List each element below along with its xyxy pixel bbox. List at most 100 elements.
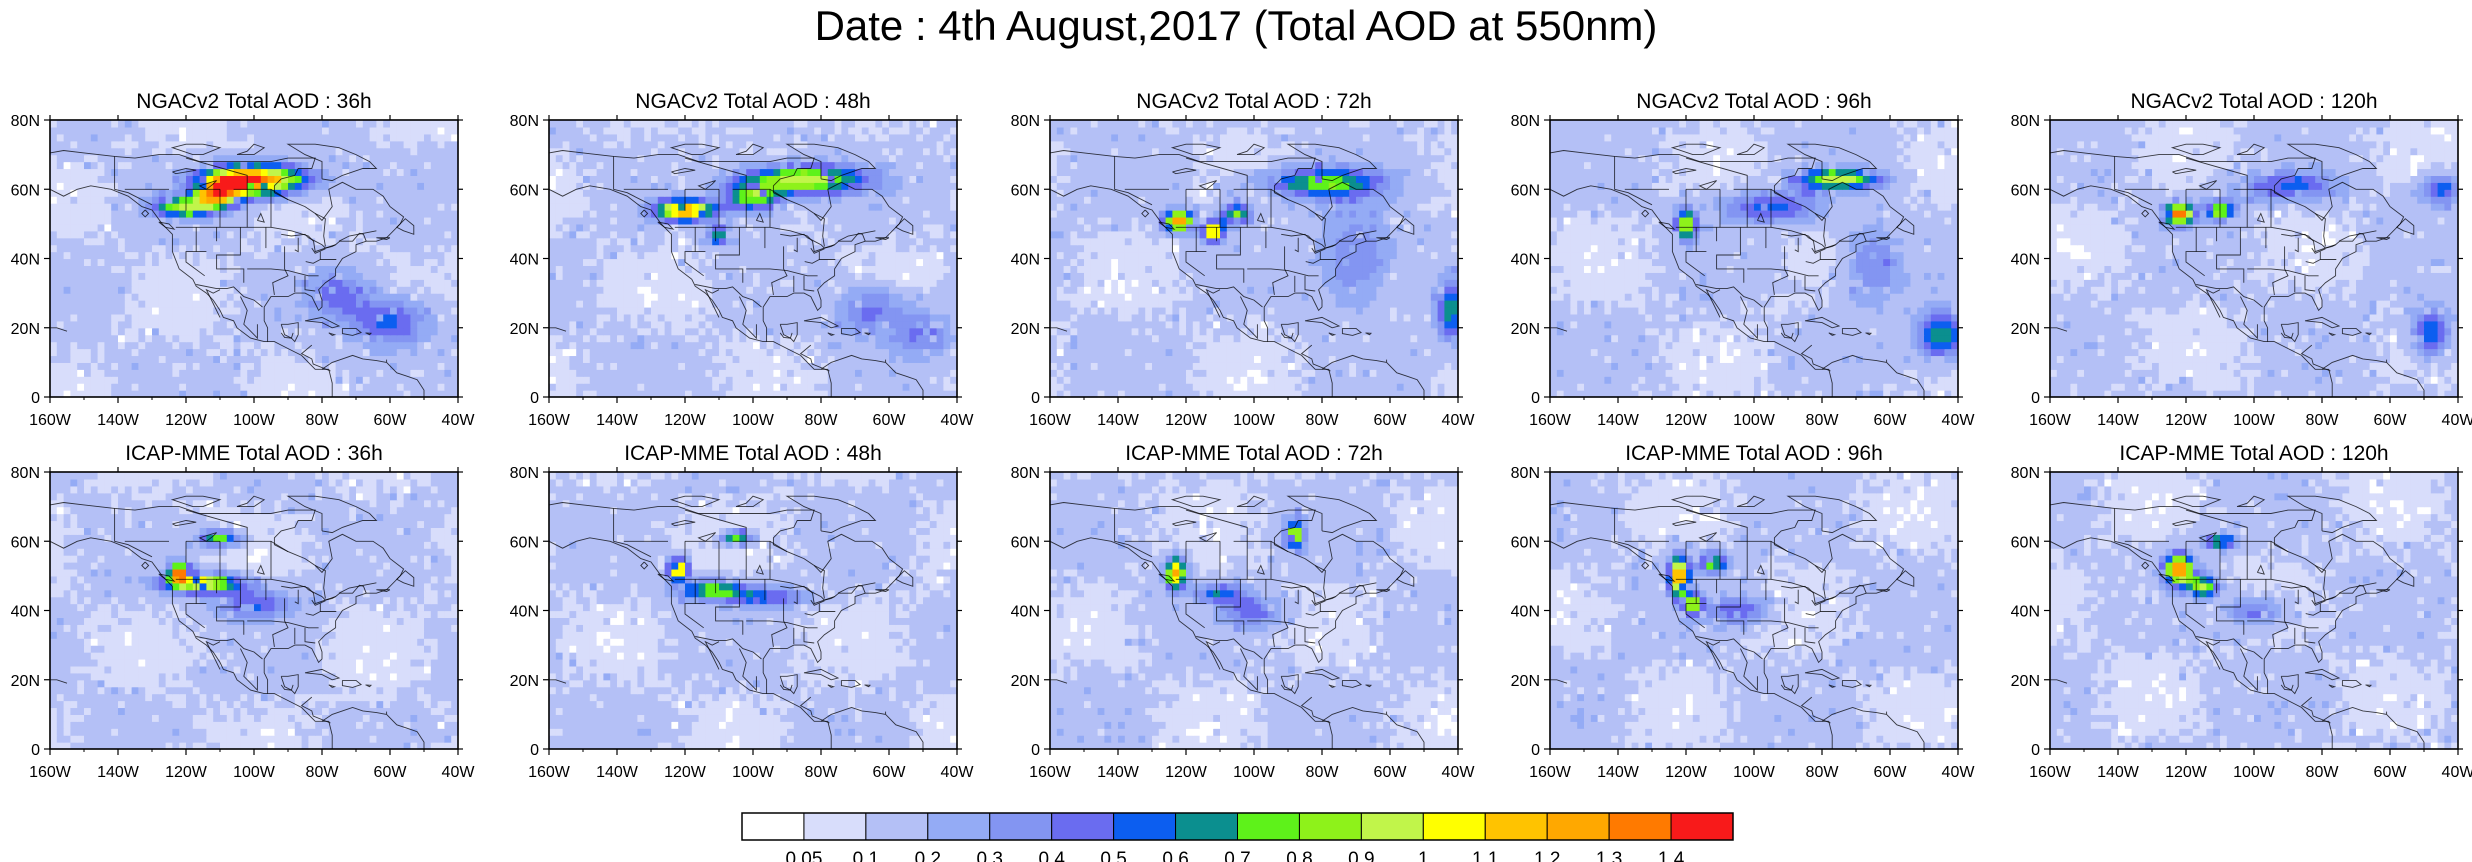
aod-cell — [206, 189, 213, 197]
aod-cell — [773, 168, 780, 176]
aod-cell — [424, 120, 431, 128]
aod-cell — [617, 231, 624, 239]
aod-cell — [329, 120, 336, 128]
aod-cell — [417, 127, 424, 135]
aod-cell — [159, 120, 166, 128]
aod-cell — [302, 328, 309, 336]
aod-cell — [159, 265, 166, 273]
aod-cell — [726, 127, 733, 135]
aod-cell — [726, 196, 733, 204]
aod-cell — [410, 134, 417, 142]
aod-cell — [206, 127, 213, 135]
aod-cell — [57, 272, 64, 280]
aod-cell — [556, 342, 563, 350]
aod-cell — [356, 210, 363, 218]
aod-cell — [692, 182, 699, 190]
aod-cell — [410, 362, 417, 370]
aod-cell — [583, 300, 590, 308]
aod-cell — [98, 321, 105, 329]
aod-cell — [227, 182, 234, 190]
aod-cell — [699, 342, 706, 350]
aod-cell — [685, 120, 692, 128]
aod-cell — [671, 293, 678, 301]
aod-cell — [329, 224, 336, 232]
aod-cell — [855, 189, 862, 197]
x-tick-label: 40W — [442, 412, 476, 429]
aod-cell — [658, 383, 665, 391]
aod-cell — [315, 224, 322, 232]
aod-cell — [569, 328, 576, 336]
aod-cell — [424, 224, 431, 232]
aod-cell — [104, 293, 111, 301]
y-tick-label: 80N — [11, 113, 40, 130]
aod-cell — [807, 369, 814, 377]
aod-cell — [363, 307, 370, 315]
aod-cell — [576, 259, 583, 267]
aod-cell — [138, 279, 145, 287]
aod-cell — [930, 293, 937, 301]
aod-cell — [569, 245, 576, 253]
aod-cell — [549, 141, 556, 149]
aod-cell — [234, 321, 241, 329]
aod-cell — [444, 383, 451, 391]
aod-cell — [699, 245, 706, 253]
aod-cell — [50, 286, 57, 294]
x-tick-label: 160W — [29, 412, 72, 429]
aod-cell — [916, 314, 923, 322]
aod-cell — [213, 314, 220, 322]
aod-cell — [234, 120, 241, 128]
aod-cell — [179, 376, 186, 384]
aod-cell — [658, 182, 665, 190]
aod-cell — [193, 335, 200, 343]
aod-cell — [70, 355, 77, 363]
aod-cell — [118, 168, 125, 176]
aod-cell — [719, 120, 726, 128]
aod-cell — [848, 245, 855, 253]
aod-cell — [431, 182, 438, 190]
aod-cell — [753, 355, 760, 363]
aod-cell — [705, 383, 712, 391]
aod-cell — [746, 217, 753, 225]
aod-cell — [444, 134, 451, 142]
aod-cell — [678, 231, 685, 239]
y-tick-label: 0 — [31, 390, 40, 407]
aod-cell — [349, 189, 356, 197]
aod-cell — [274, 217, 281, 225]
aod-cell — [603, 231, 610, 239]
aod-cell — [712, 376, 719, 384]
aod-cell — [234, 134, 241, 142]
aod-cell — [569, 238, 576, 246]
aod-cell — [869, 120, 876, 128]
aod-cell — [315, 355, 322, 363]
aod-cell — [855, 141, 862, 149]
aod-cell — [821, 182, 828, 190]
aod-cell — [556, 120, 563, 128]
aod-cell — [193, 369, 200, 377]
aod-cell — [773, 342, 780, 350]
aod-cell — [773, 196, 780, 204]
aod-cell — [739, 286, 746, 294]
aod-cell — [665, 168, 672, 176]
aod-cell — [410, 307, 417, 315]
aod-cell — [424, 168, 431, 176]
aod-cell — [699, 210, 706, 218]
aod-cell — [200, 203, 207, 211]
aod-cell — [923, 238, 930, 246]
aod-cell — [302, 175, 309, 183]
aod-cell — [138, 127, 145, 135]
aod-cell — [563, 328, 570, 336]
aod-cell — [397, 155, 404, 163]
aod-cell — [227, 238, 234, 246]
aod-cell — [563, 120, 570, 128]
aod-cell — [118, 238, 125, 246]
aod-cell — [166, 286, 173, 294]
aod-cell — [166, 369, 173, 377]
aod-cell — [356, 335, 363, 343]
aod-cell — [563, 314, 570, 322]
aod-cell — [719, 355, 726, 363]
aod-cell — [376, 127, 383, 135]
aod-cell — [862, 224, 869, 232]
aod-cell — [780, 120, 787, 128]
aod-cell — [234, 196, 241, 204]
aod-cell — [132, 321, 139, 329]
